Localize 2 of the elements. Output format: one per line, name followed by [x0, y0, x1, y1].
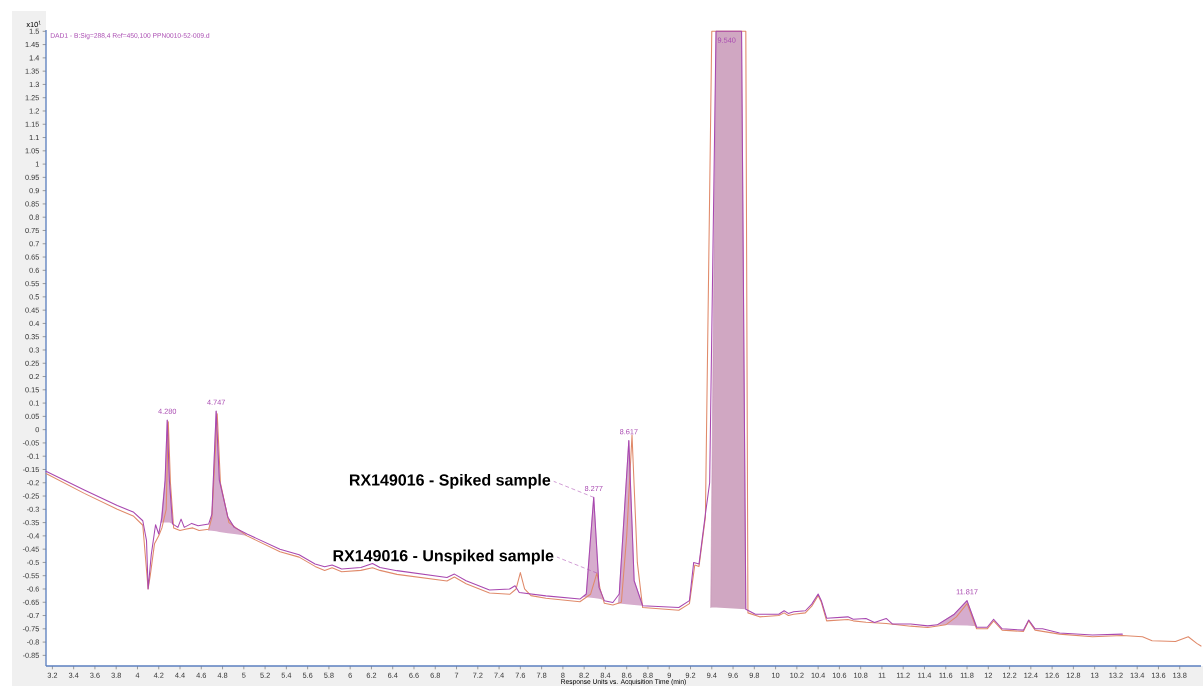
annotation: RX149016 - Spiked sample	[349, 474, 551, 489]
annotation: RX149016 - Unspiked sample	[333, 549, 554, 565]
